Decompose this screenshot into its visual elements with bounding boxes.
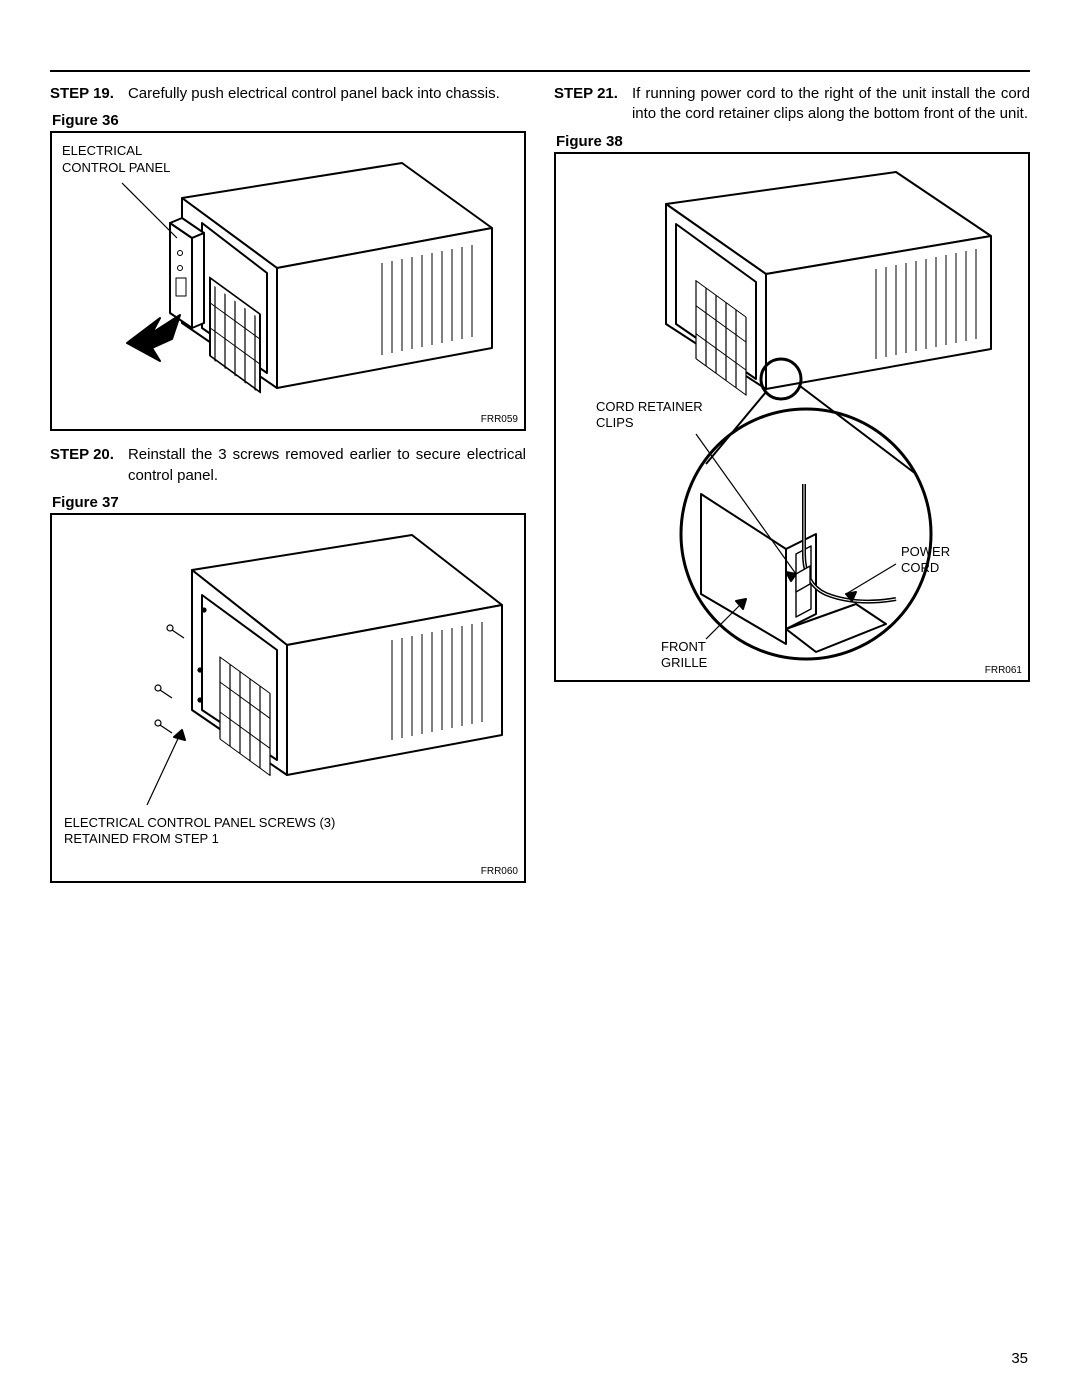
- left-column: STEP 19. Carefully push electrical contr…: [50, 84, 526, 883]
- callout-clips: CORD RETAINER CLIPS: [596, 399, 703, 432]
- step-text: Carefully push electrical control panel …: [128, 84, 526, 104]
- right-column: STEP 21. If running power cord to the ri…: [554, 84, 1030, 883]
- figure-38: CORD RETAINER CLIPS POWER CORD FRONT GRI…: [554, 152, 1030, 682]
- page-number: 35: [1011, 1350, 1028, 1367]
- figure-36: ELECTRICAL CONTROL PANEL: [50, 131, 526, 431]
- two-column-layout: STEP 19. Carefully push electrical contr…: [50, 84, 1030, 883]
- figure-ref: FRR059: [481, 414, 518, 425]
- step-text: If running power cord to the right of th…: [632, 84, 1030, 125]
- manual-page: STEP 19. Carefully push electrical contr…: [0, 0, 1080, 913]
- step-label: STEP 20.: [50, 445, 114, 465]
- callout-screws: ELECTRICAL CONTROL PANEL SCREWS (3) RETA…: [64, 815, 335, 848]
- callout-power-cord: POWER CORD: [901, 544, 950, 577]
- callout-front-grille: FRONT GRILLE: [661, 639, 707, 672]
- figure-ref: FRR060: [481, 866, 518, 877]
- figure-36-label: Figure 36: [52, 112, 526, 129]
- step-20: STEP 20. Reinstall the 3 screws removed …: [50, 445, 526, 486]
- step-21: STEP 21. If running power cord to the ri…: [554, 84, 1030, 125]
- step-label: STEP 19.: [50, 84, 114, 104]
- figure-37: ELECTRICAL CONTROL PANEL SCREWS (3) RETA…: [50, 513, 526, 883]
- header-rule: [50, 70, 1030, 72]
- figure-38-label: Figure 38: [556, 133, 1030, 150]
- step-text: Reinstall the 3 screws removed earlier t…: [128, 445, 526, 486]
- figure-ref: FRR061: [985, 665, 1022, 676]
- figure-37-label: Figure 37: [52, 494, 526, 511]
- figure-36-drawing: [52, 133, 522, 431]
- callout-control-panel: ELECTRICAL CONTROL PANEL: [62, 143, 170, 176]
- step-19: STEP 19. Carefully push electrical contr…: [50, 84, 526, 104]
- step-label: STEP 21.: [554, 84, 618, 104]
